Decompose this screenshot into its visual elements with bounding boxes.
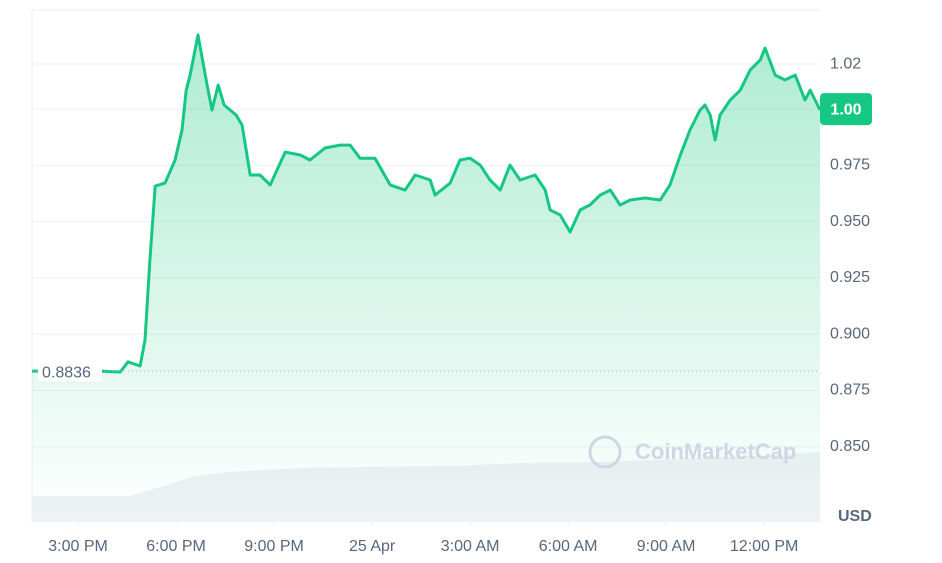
y-tick-label: 0.850	[830, 438, 870, 455]
reference-label-bg	[38, 361, 102, 382]
y-tick-label: 0.900	[830, 325, 870, 342]
x-tick-label: 3:00 AM	[441, 538, 500, 555]
current-price-label: 1.00	[830, 101, 861, 118]
price-area	[32, 35, 820, 522]
reference-label: 0.8836	[42, 364, 91, 381]
y-unit: USD	[838, 508, 872, 525]
x-tick-label: 9:00 PM	[244, 538, 304, 555]
y-tick-label: 0.925	[830, 269, 870, 286]
y-tick-label: 1.02	[830, 55, 861, 72]
current-price-badge	[820, 93, 872, 126]
x-tick-label: 6:00 PM	[146, 538, 206, 555]
y-tick-label: 0.950	[830, 213, 870, 230]
x-tick-label: 3:00 PM	[48, 538, 108, 555]
watermark-logo	[588, 435, 622, 469]
watermark-text: CoinMarketCap	[635, 439, 796, 464]
price-line	[32, 33, 822, 374]
x-tick-label: 6:00 AM	[539, 538, 598, 555]
y-tick-label: 0.975	[830, 157, 870, 174]
x-tick-label: 9:00 AM	[637, 538, 696, 555]
x-tick-label: 25 Apr	[349, 538, 396, 555]
x-tick-label: 12:00 PM	[730, 538, 798, 555]
watermark: CoinMarketCap	[588, 435, 796, 469]
y-tick-label: 0.875	[830, 382, 870, 399]
